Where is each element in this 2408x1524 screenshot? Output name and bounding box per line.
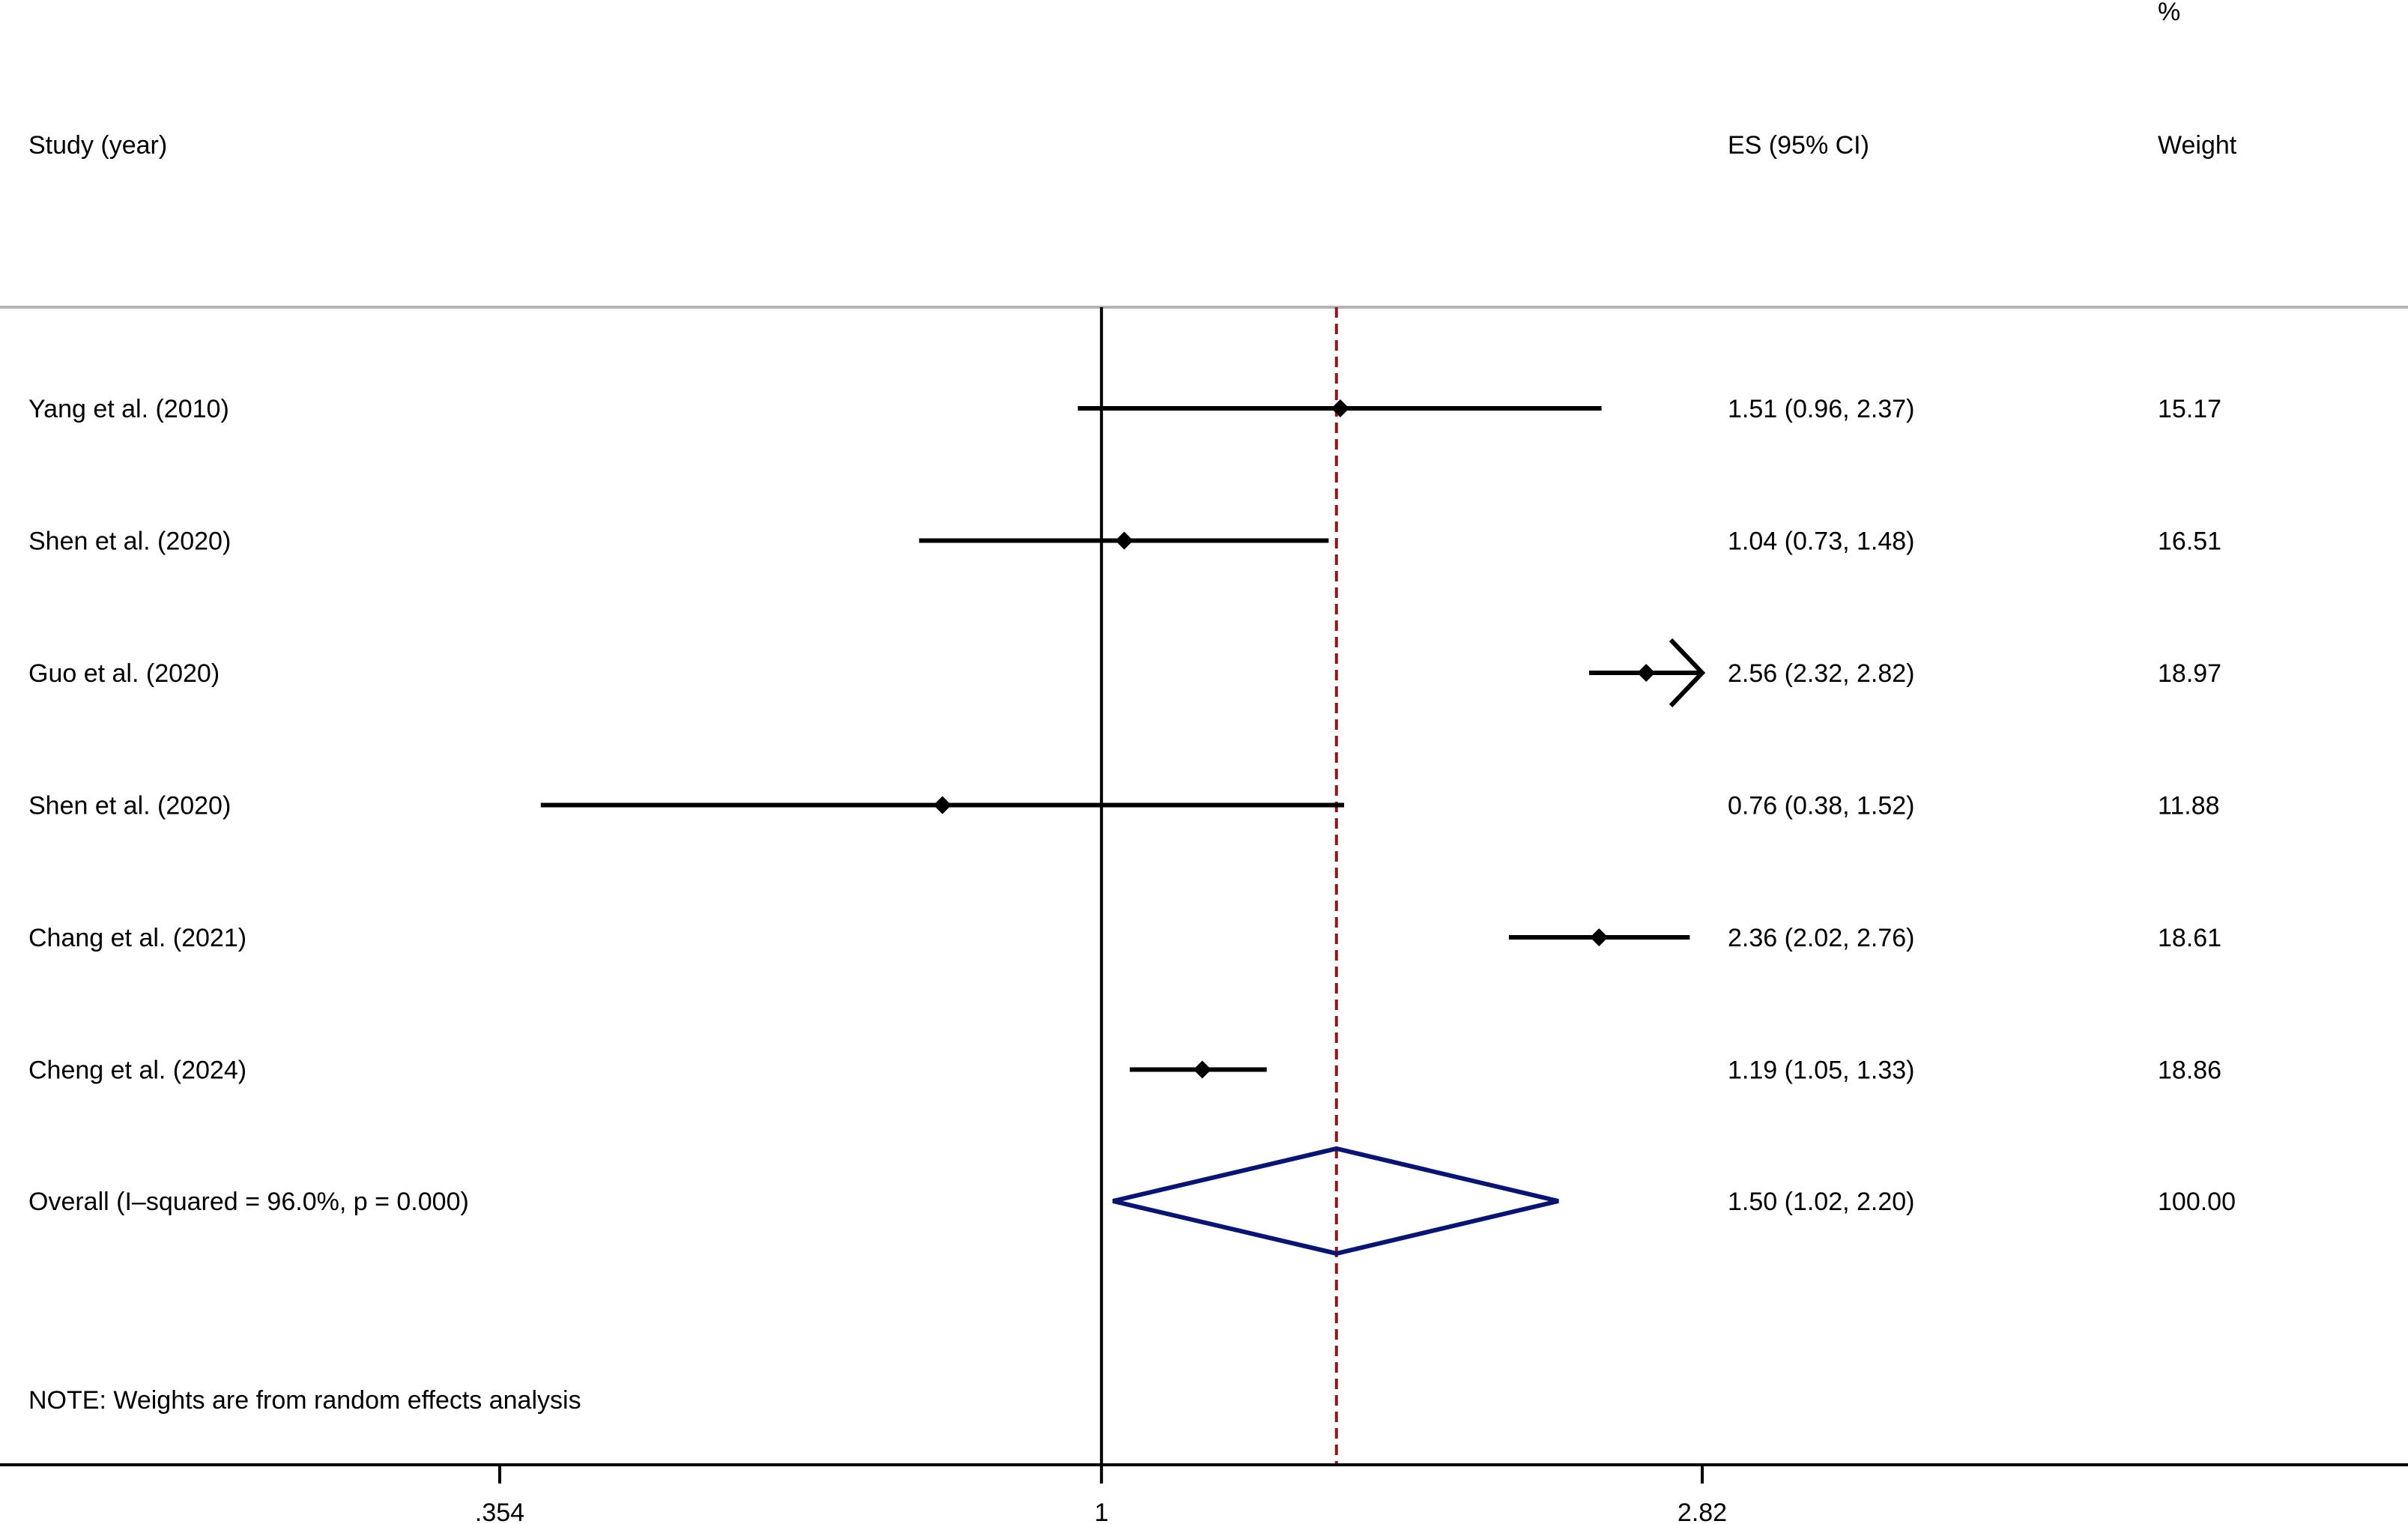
study-label: Guo et al. (2020) — [28, 659, 220, 688]
point-estimate-marker — [1193, 1060, 1211, 1079]
es-ci-text: 1.19 (1.05, 1.33) — [1728, 1056, 1915, 1085]
x-tick-label: 2.82 — [1678, 1499, 1727, 1524]
overall-diamond — [1112, 1146, 1559, 1257]
header-weight-percent: % — [2158, 0, 2180, 26]
weight-value: 18.86 — [2158, 1056, 2221, 1085]
header-weight: Weight — [2158, 131, 2237, 160]
footnote: NOTE: Weights are from random effects an… — [28, 1386, 581, 1415]
study-label: Shen et al. (2020) — [28, 527, 231, 556]
overall-weight: 100.00 — [2158, 1188, 2236, 1216]
study-label: Chang et al. (2021) — [28, 924, 246, 952]
x-axis-ticks: .354 1 2.82 — [475, 1465, 1727, 1524]
weight-value: 18.97 — [2158, 659, 2221, 688]
header-es: ES (95% CI) — [1728, 131, 1869, 160]
weight-value: 11.88 — [2158, 792, 2220, 820]
study-rows: Yang et al. (2010) 1.51 (0.96, 2.37) 15.17… — [28, 395, 2221, 1085]
header-study: Study (year) — [28, 131, 167, 160]
es-ci-text: 1.51 (0.96, 2.37) — [1728, 395, 1915, 423]
point-estimate-marker — [1331, 399, 1349, 417]
study-label: Cheng et al. (2024) — [28, 1056, 246, 1085]
es-ci-text: 0.76 (0.38, 1.52) — [1728, 792, 1915, 820]
overall-label: Overall (I–squared = 96.0%, p = 0.000) — [28, 1188, 469, 1216]
x-tick-label: .354 — [475, 1499, 524, 1524]
es-ci-text: 2.56 (2.32, 2.82) — [1728, 659, 1915, 688]
point-estimate-marker — [1590, 928, 1609, 946]
es-ci-text: 2.36 (2.02, 2.76) — [1728, 924, 1915, 952]
es-ci-text: 1.04 (0.73, 1.48) — [1728, 527, 1915, 556]
overall-es-text: 1.50 (1.02, 2.20) — [1728, 1188, 1915, 1216]
weight-value: 16.51 — [2158, 527, 2221, 556]
x-tick-label: 1 — [1095, 1499, 1109, 1524]
study-label: Yang et al. (2010) — [28, 395, 229, 423]
study-label: Shen et al. (2020) — [28, 792, 231, 820]
point-estimate-marker — [933, 796, 952, 814]
weight-value: 15.17 — [2158, 395, 2221, 423]
ci-arrow — [1669, 638, 1706, 708]
point-estimate-marker — [1115, 531, 1134, 550]
weight-value: 18.61 — [2158, 924, 2221, 952]
point-estimate-marker — [1637, 664, 1656, 682]
